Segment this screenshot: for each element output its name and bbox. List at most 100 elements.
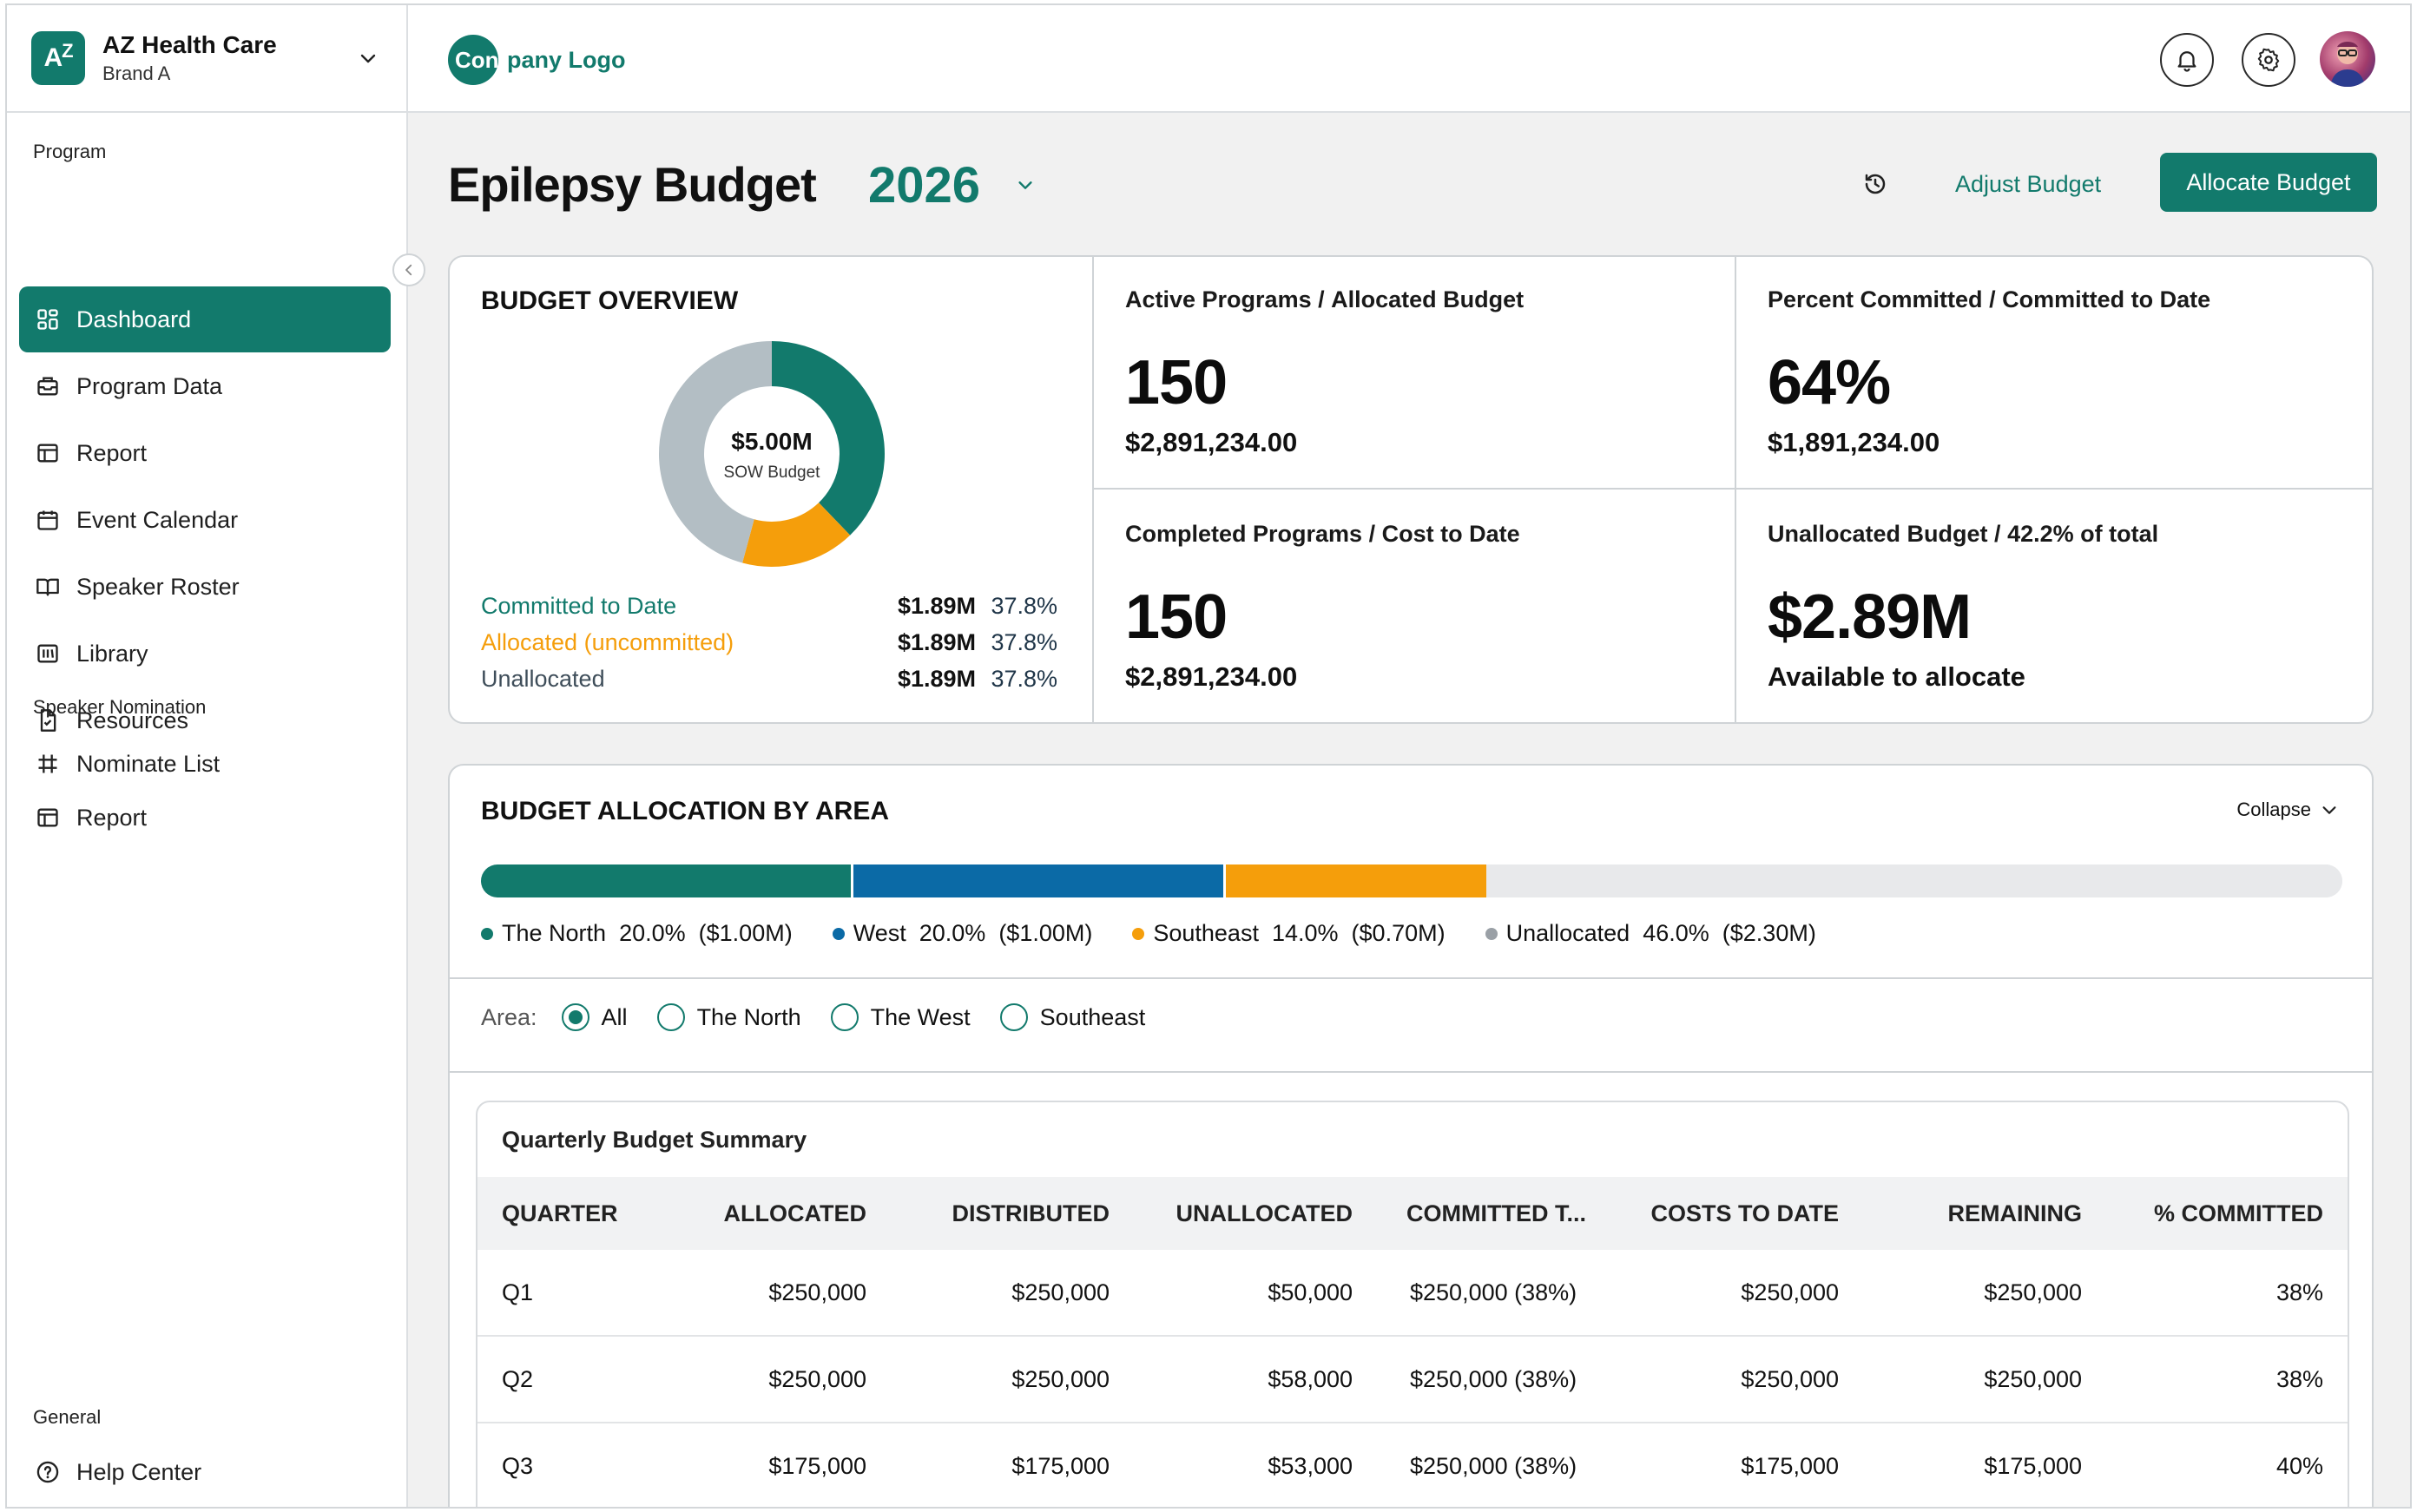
column-header-unallocated[interactable]: UNALLOCATED	[1176, 1200, 1353, 1226]
cell-costs-to-date: $250,000	[1741, 1365, 1839, 1392]
sidebar-item-dashboard[interactable]: Dashboard	[19, 286, 391, 352]
book-icon	[35, 574, 61, 600]
divider	[450, 1071, 2372, 1073]
radio-the-west[interactable]: The West	[830, 1003, 971, 1031]
hash-icon	[35, 751, 61, 777]
kpi-cost-to-date-value: $2,891,234.00	[1125, 661, 1298, 692]
column-header-percent-committed[interactable]: % COMMITTED	[2154, 1200, 2323, 1226]
main-content: Epilepsy Budget 2026 Adjust Budget Alloc…	[408, 113, 2410, 1507]
column-header-distributed[interactable]: DISTRIBUTED	[952, 1200, 1110, 1226]
chevron-down-icon	[2322, 806, 2336, 814]
adjust-budget-button[interactable]: Adjust Budget	[1955, 170, 2102, 197]
sidebar-item-library[interactable]: Library	[19, 621, 391, 687]
cell-remaining: $250,000	[1984, 1279, 2082, 1305]
allocation-title: BUDGET ALLOCATION BY AREA	[481, 797, 889, 825]
legend-dot	[1132, 927, 1145, 940]
area-filter: Area: All The North The West Southeast	[481, 993, 1175, 1042]
kpi-percent-committed-value: 64%	[1768, 348, 1891, 417]
cell-unallocated: $58,000	[1268, 1365, 1353, 1392]
inbox-icon	[35, 373, 61, 399]
radio-southeast[interactable]: Southeast	[999, 1003, 1145, 1031]
overview-legend-allocated: Allocated (uncommitted) $1.89M 37.8%	[481, 625, 1057, 660]
history-button[interactable]	[1858, 167, 1893, 201]
section-label-program: Program	[33, 141, 107, 162]
section-label-speaker-nomination: Speaker Nomination	[33, 696, 207, 718]
sidebar-item-speaker-roster[interactable]: Speaker Roster	[19, 554, 391, 620]
top-bar: Con pany Logo	[408, 5, 2410, 113]
bell-icon	[2177, 51, 2196, 72]
chevron-left-icon	[405, 264, 412, 276]
bar-segment-southeast	[1225, 864, 1486, 897]
kpi-unallocated-budget-label: Unallocated Budget / 42.2% of total	[1768, 521, 2159, 547]
cell-distributed: $250,000	[1011, 1279, 1110, 1305]
column-header-quarter[interactable]: QUARTER	[502, 1200, 618, 1226]
column-header-allocated[interactable]: ALLOCATED	[723, 1200, 866, 1226]
sidebar-item-label: Report	[76, 439, 148, 466]
cell-committed: $250,000 (38%)	[1410, 1452, 1577, 1479]
legend-percent: 37.8%	[991, 665, 1057, 692]
allocate-budget-button[interactable]: Allocate Budget	[2160, 153, 2377, 212]
kpi-completed-programs-label: Completed Programs / Cost to Date	[1125, 521, 1520, 547]
legend-item-the-north: The North 20.0% ($1.00M)	[481, 920, 793, 947]
cell-unallocated: $50,000	[1268, 1279, 1353, 1305]
donut-segment-unallocated	[659, 341, 772, 563]
company-logo[interactable]: Con pany Logo	[448, 35, 626, 85]
sidebar-item-nomination-report[interactable]: Report	[19, 785, 391, 851]
cell-percent-committed: 38%	[2275, 1365, 2323, 1392]
column-header-costs-to-date[interactable]: COSTS TO DATE	[1650, 1200, 1839, 1226]
year-selector[interactable]: 2026	[868, 157, 981, 214]
sidebar-item-help-center[interactable]: Help Center	[19, 1439, 391, 1505]
radio-circle[interactable]	[830, 1003, 859, 1031]
bar-segment-unallocated	[1485, 864, 2342, 897]
report-icon	[35, 440, 61, 466]
settings-button[interactable]	[2242, 33, 2295, 87]
donut-center-label: SOW Budget	[724, 463, 821, 482]
sidebar-item-label: Nominate List	[76, 750, 221, 777]
radio-all[interactable]: All	[561, 1003, 628, 1031]
table-row[interactable]: Q1 $250,000 $250,000 $50,000 $250,000 (3…	[477, 1250, 2348, 1337]
legend-label: Committed to Date	[481, 592, 677, 619]
column-header-committed[interactable]: COMMITTED T...	[1406, 1200, 1586, 1226]
avatar-image	[2330, 42, 2365, 87]
sidebar-collapse-button[interactable]	[392, 253, 425, 286]
sidebar-item-report[interactable]: Report	[19, 420, 391, 486]
divider	[450, 977, 2372, 979]
cell-remaining: $175,000	[1984, 1452, 2082, 1479]
radio-circle[interactable]	[656, 1003, 685, 1031]
radio-circle[interactable]	[999, 1003, 1028, 1031]
collapse-toggle[interactable]: Collapse	[2236, 799, 2339, 821]
sidebar-item-label: Report	[76, 804, 148, 831]
table-row[interactable]: Q2 $250,000 $250,000 $58,000 $250,000 (3…	[477, 1337, 2348, 1423]
cell-costs-to-date: $250,000	[1741, 1279, 1839, 1305]
cell-percent-committed: 38%	[2275, 1279, 2323, 1305]
sidebar-item-label: Library	[76, 640, 148, 667]
radio-the-north[interactable]: The North	[656, 1003, 801, 1031]
donut-segment-committed	[772, 341, 885, 536]
legend-item-unallocated: Unallocated 46.0% ($2.30M)	[1485, 920, 1816, 947]
user-avatar[interactable]	[2320, 31, 2375, 87]
radio-circle[interactable]	[561, 1003, 589, 1031]
kpi-completed-programs-value: 150	[1125, 582, 1228, 652]
column-header-remaining[interactable]: REMAINING	[1947, 1200, 2083, 1226]
bar-segment-the-north	[481, 864, 853, 897]
budget-overview-card: BUDGET OVERVIEW $5.00M SOW Budget Commit…	[448, 255, 2374, 724]
chevron-down-icon[interactable]	[1016, 175, 1035, 199]
sidebar-item-event-calendar[interactable]: Event Calendar	[19, 487, 391, 553]
table-row[interactable]: Q3 $175,000 $175,000 $53,000 $250,000 (3…	[477, 1423, 2348, 1507]
cell-committed: $250,000 (38%)	[1410, 1279, 1577, 1305]
kpi-active-programs-value: 150	[1125, 348, 1228, 417]
sidebar-item-resources[interactable]: Resources	[19, 687, 391, 753]
sidebar-item-label: Help Center	[76, 1458, 202, 1485]
donut-segment-allocated	[742, 503, 851, 567]
allocation-stacked-bar	[481, 864, 2342, 897]
cell-allocated: $250,000	[768, 1365, 866, 1392]
sidebar-item-nominate-list[interactable]: Nominate List	[19, 731, 391, 797]
bar-segment-west	[853, 864, 1226, 897]
notifications-button[interactable]	[2160, 33, 2214, 87]
cell-remaining: $250,000	[1984, 1365, 2082, 1392]
cell-percent-committed: 40%	[2275, 1452, 2323, 1479]
sidebar-item-program-data[interactable]: Program Data	[19, 353, 391, 419]
cell-unallocated: $53,000	[1268, 1452, 1353, 1479]
